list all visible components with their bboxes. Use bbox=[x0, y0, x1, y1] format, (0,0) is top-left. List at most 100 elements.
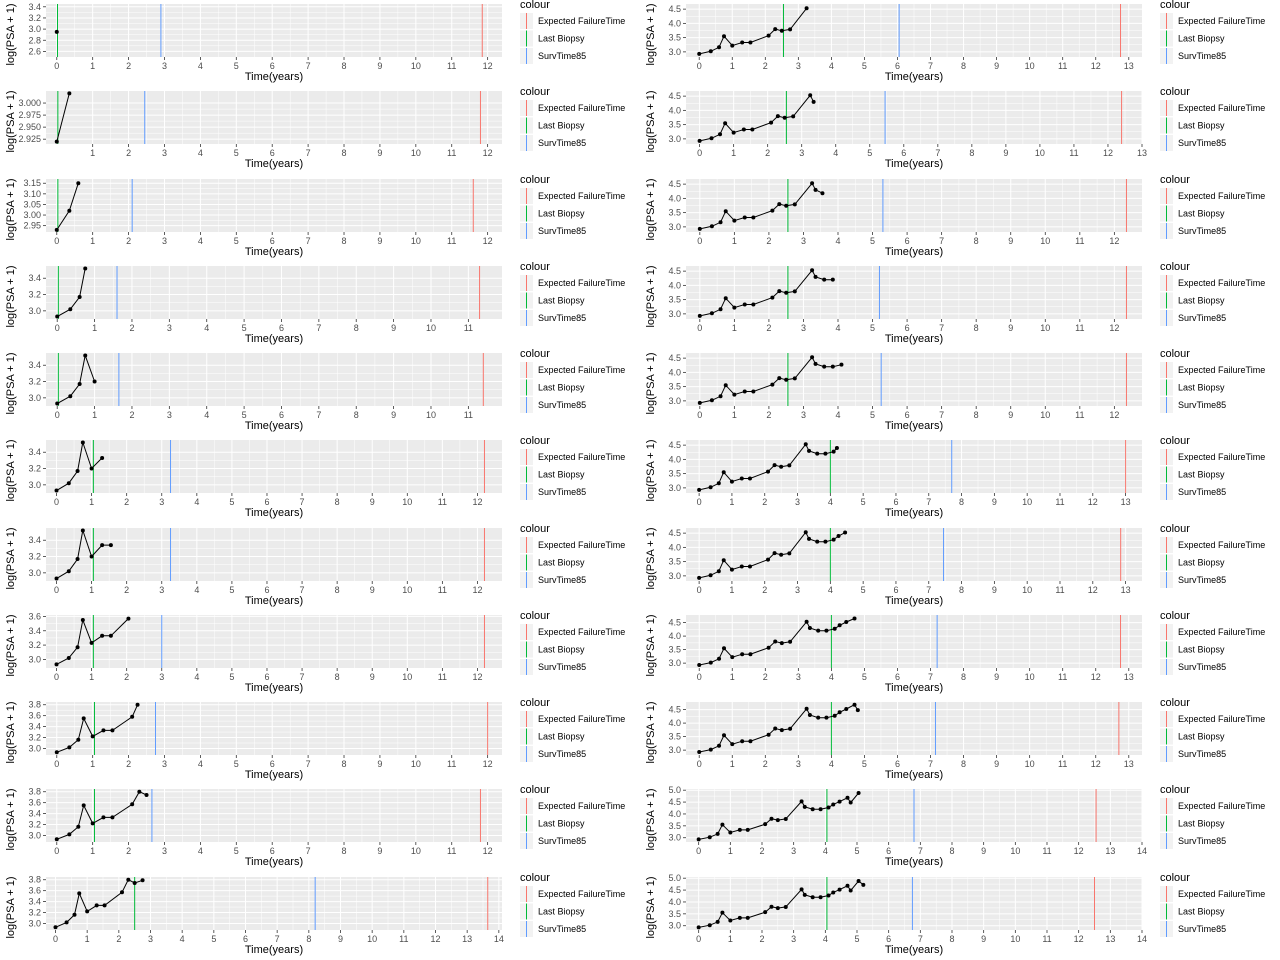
x-tick-label: 8 bbox=[949, 846, 954, 856]
data-point bbox=[770, 208, 775, 213]
x-tick-label: 0 bbox=[54, 585, 59, 595]
data-point bbox=[730, 742, 735, 747]
data-point bbox=[697, 139, 702, 144]
chart-svg: 0 1 2 3 4 5 6 7 8 9 10 11 12 13 143.03.23.43.63.8Time(… bbox=[5, 872, 625, 956]
x-tick-label: 8 bbox=[969, 148, 974, 158]
data-point bbox=[751, 214, 756, 219]
data-point bbox=[126, 616, 131, 621]
y-axis-title: log(PSA + 1) bbox=[645, 789, 657, 851]
data-point bbox=[818, 807, 823, 812]
x-tick-label: 2 bbox=[762, 585, 767, 595]
y-tick-label: 4.5 bbox=[668, 885, 681, 895]
x-tick-label: 3 bbox=[791, 934, 796, 944]
data-point bbox=[89, 554, 94, 559]
data-point bbox=[708, 747, 713, 752]
data-point bbox=[126, 877, 131, 882]
legend-label: SurvTime85 bbox=[1178, 400, 1226, 410]
data-point bbox=[102, 903, 107, 908]
data-point bbox=[54, 29, 59, 34]
chart-panel: 0 1 2 3 4 5 6 7 8 9 10 11 12 13 14 3.0 3.5 4.0 4.5 5.0 Time(… bbox=[640, 872, 1280, 960]
data-point bbox=[787, 463, 792, 468]
data-point bbox=[709, 223, 714, 228]
data-point bbox=[769, 120, 774, 125]
data-point bbox=[788, 27, 793, 32]
data-point bbox=[772, 550, 777, 555]
x-tick-label: 7 bbox=[300, 497, 305, 507]
x-tick-label: 6 bbox=[901, 148, 906, 158]
data-point bbox=[747, 476, 752, 481]
data-point bbox=[824, 628, 829, 633]
chart-panel: 0 1 2 3 4 5 6 7 8 9 10 11 12 3.0 3.5 4.0 4.5 Time(years) l… bbox=[640, 261, 1280, 349]
data-point bbox=[802, 805, 807, 810]
legend-label: SurvTime85 bbox=[1178, 226, 1226, 236]
x-tick-label: 5 bbox=[229, 672, 234, 682]
x-tick-label: 8 bbox=[974, 323, 979, 333]
data-point bbox=[732, 305, 737, 310]
chart-svg: 0 1 2 3 4 5 6 7 8 9 10 11 123.03.54.04.5Time(years)l… bbox=[645, 261, 1265, 345]
data-point bbox=[751, 389, 756, 394]
y-tick-label: 3.8 bbox=[28, 787, 41, 797]
x-tick-label: 9 bbox=[992, 497, 997, 507]
x-tick-label: 6 bbox=[279, 410, 284, 420]
legend-label: Expected FailureTime bbox=[1178, 627, 1265, 637]
plot-background bbox=[46, 702, 502, 756]
x-tick-label: 1 bbox=[90, 759, 95, 769]
data-point bbox=[844, 707, 849, 712]
chart-panel: 0 1 2 3 4 5 6 7 8 9 10 11 12 3.0 3.5 4.0 4.5 Time(years) l… bbox=[640, 348, 1280, 436]
plot-background bbox=[46, 91, 502, 145]
x-tick-label: 1 bbox=[92, 323, 97, 333]
legend-label: SurvTime85 bbox=[538, 924, 586, 934]
y-axis-title: log(PSA + 1) bbox=[5, 3, 17, 65]
legend-label: Last Biopsy bbox=[1178, 470, 1225, 480]
y-axis-title: log(PSA + 1) bbox=[645, 91, 657, 153]
chart-panel: 0 1 2 3 4 5 6 7 8 9 10 11 12 3.0 3.2 3.4 3.6 Time(years) l… bbox=[0, 610, 640, 698]
y-tick-label: 3.8 bbox=[28, 874, 41, 884]
data-point bbox=[772, 463, 777, 468]
x-tick-label: 5 bbox=[234, 846, 239, 856]
data-point bbox=[791, 114, 796, 119]
x-tick-label: 9 bbox=[391, 410, 396, 420]
y-tick-label: 3.5 bbox=[668, 821, 681, 831]
data-point bbox=[783, 904, 788, 909]
x-tick-label: 11 bbox=[1075, 236, 1084, 246]
x-tick-label: 1 bbox=[730, 672, 735, 682]
y-tick-label: 2.95 bbox=[23, 220, 41, 230]
x-tick-label: 12 bbox=[1088, 585, 1098, 595]
data-point bbox=[803, 442, 808, 447]
x-tick-label: 2 bbox=[124, 585, 129, 595]
x-tick-label: 2 bbox=[763, 672, 768, 682]
data-point bbox=[804, 706, 809, 711]
x-tick-label: 11 bbox=[1069, 148, 1078, 158]
x-tick-label: 4 bbox=[823, 846, 828, 856]
legend-label: SurvTime85 bbox=[1178, 51, 1226, 61]
data-point bbox=[100, 633, 105, 638]
y-tick-label: 3.0 bbox=[668, 745, 681, 755]
data-point bbox=[696, 837, 701, 842]
legend-title: colour bbox=[1160, 523, 1190, 535]
x-tick-label: 11 bbox=[1075, 410, 1084, 420]
y-tick-label: 3.00 bbox=[23, 210, 41, 220]
y-tick-label: 3.000 bbox=[18, 98, 41, 108]
x-tick-label: 8 bbox=[959, 497, 964, 507]
x-tick-label: 9 bbox=[1008, 410, 1013, 420]
data-point bbox=[815, 452, 820, 457]
x-tick-label: 1 bbox=[90, 148, 95, 158]
data-point bbox=[77, 294, 82, 299]
x-axis-title: Time(years) bbox=[885, 333, 943, 345]
legend-label: Last Biopsy bbox=[538, 34, 585, 44]
x-axis-title: Time(years) bbox=[885, 507, 943, 519]
x-tick-label: 1 bbox=[728, 846, 733, 856]
data-point bbox=[784, 203, 789, 208]
data-point bbox=[799, 887, 804, 892]
y-tick-label: 4.0 bbox=[668, 542, 681, 552]
data-point bbox=[54, 576, 59, 581]
x-tick-label: 12 bbox=[1091, 61, 1101, 71]
x-tick-label: 10 bbox=[1010, 846, 1020, 856]
y-tick-label: 3.0 bbox=[668, 47, 681, 57]
x-tick-label: 5 bbox=[854, 846, 859, 856]
data-point bbox=[720, 823, 725, 828]
y-tick-label: 3.0 bbox=[28, 567, 41, 577]
legend-title: colour bbox=[520, 872, 550, 884]
legend-title: colour bbox=[520, 261, 550, 273]
x-tick-label: 1 bbox=[89, 672, 94, 682]
